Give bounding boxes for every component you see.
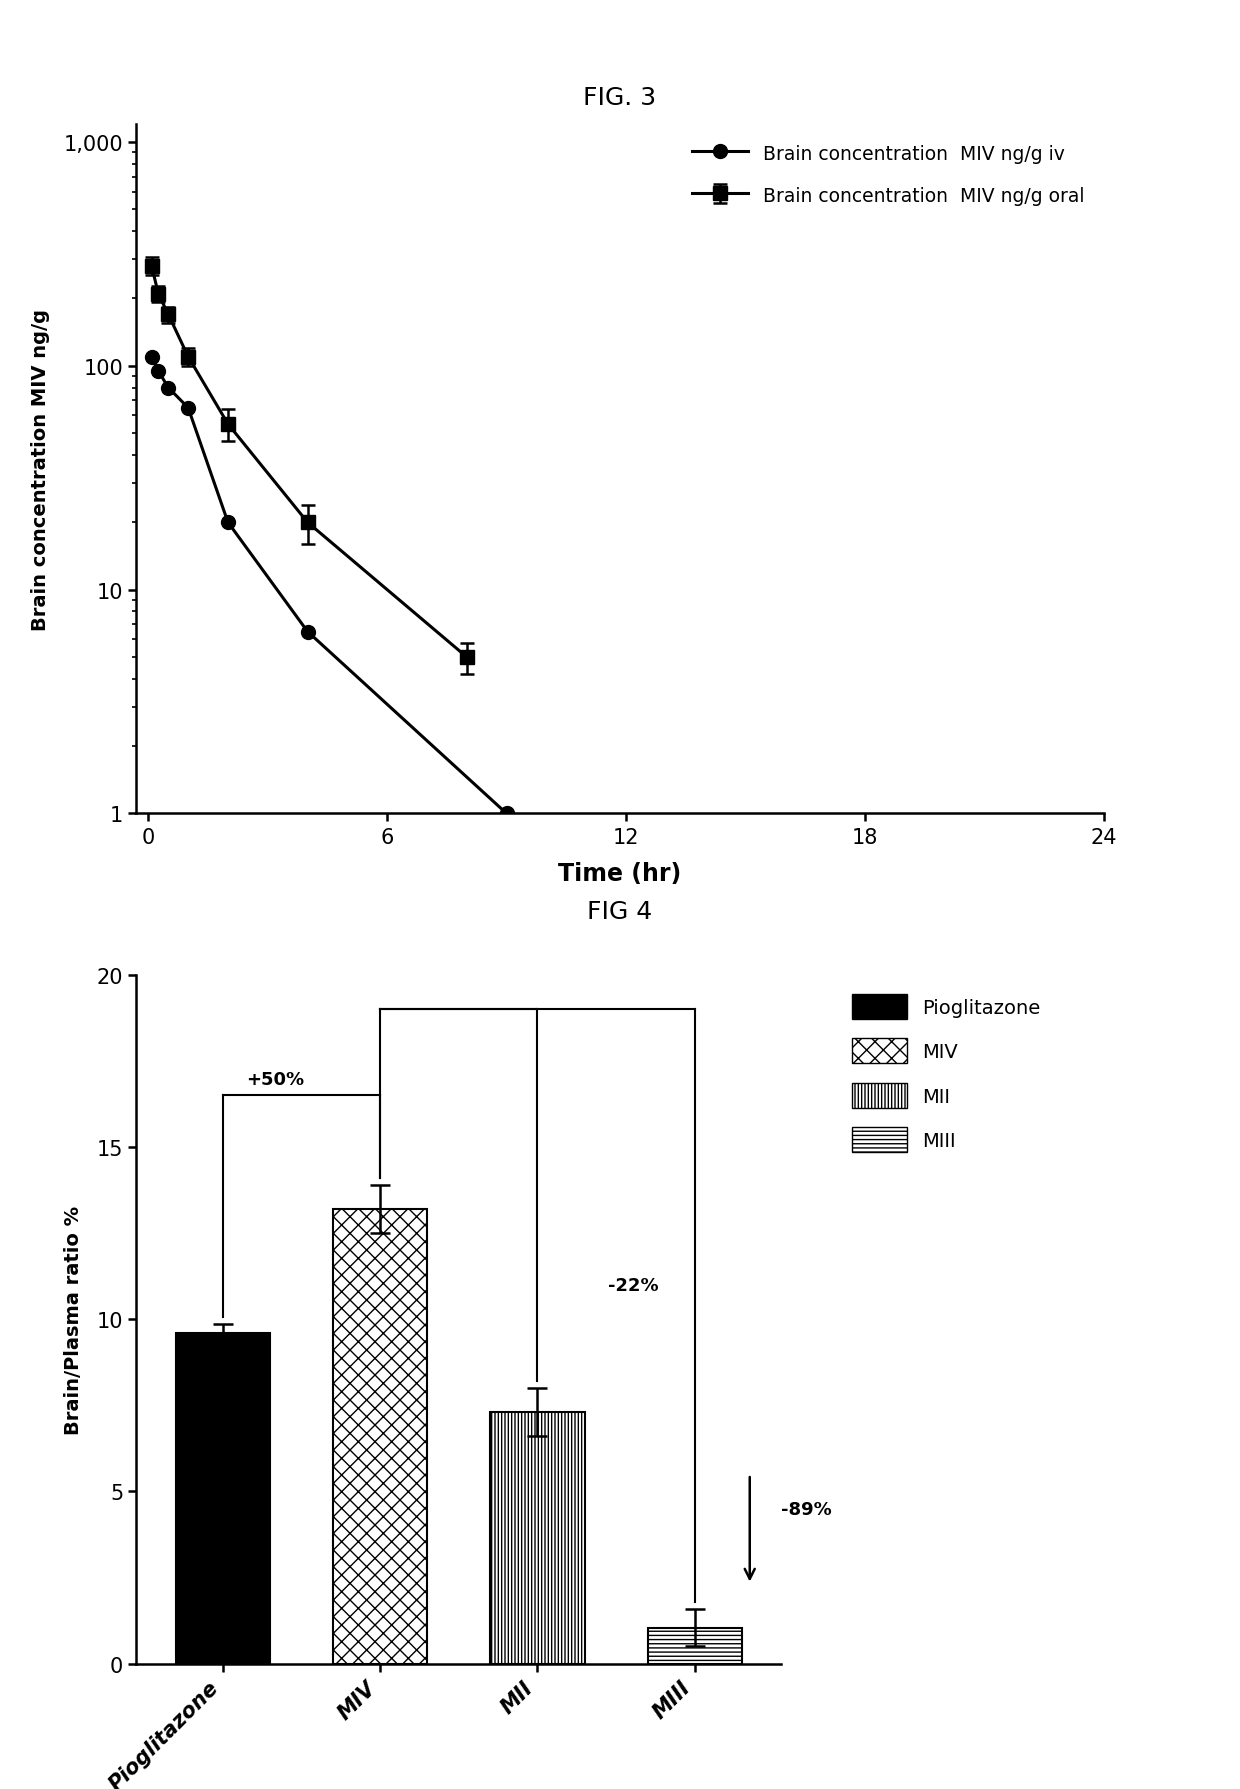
Legend: Pioglitazone, MIV, MII, MIII: Pioglitazone, MIV, MII, MIII [842, 984, 1050, 1163]
Brain concentration  MIV ng/g iv [500, 803, 515, 825]
Y-axis label: Brain/Plasma ratio %: Brain/Plasma ratio % [63, 1204, 83, 1435]
Bar [647, 1628, 742, 1664]
Bar [176, 1333, 270, 1664]
Brain concentration  MIV ng/g iv [144, 347, 159, 369]
Text: FIG 4: FIG 4 [588, 900, 652, 923]
Brain concentration  MIV ng/g iv [151, 361, 166, 383]
Brain concentration  MIV ng/g iv [300, 621, 315, 642]
Text: FIG. 3: FIG. 3 [584, 86, 656, 109]
Brain concentration  MIV ng/g iv [161, 377, 176, 399]
Brain concentration  MIV ng/g iv [181, 397, 196, 419]
Brain concentration  MIV ng/g iv [221, 512, 236, 533]
Bar [490, 1412, 584, 1664]
X-axis label: Time (hr): Time (hr) [558, 861, 682, 886]
Text: -22%: -22% [608, 1276, 658, 1293]
Legend: Brain concentration  MIV ng/g iv, Brain concentration  MIV ng/g oral: Brain concentration MIV ng/g iv, Brain c… [683, 134, 1094, 216]
Text: +50%: +50% [247, 1070, 305, 1090]
Line: Brain concentration  MIV ng/g iv: Brain concentration MIV ng/g iv [145, 351, 513, 821]
Y-axis label: Brain concentration MIV ng/g: Brain concentration MIV ng/g [31, 309, 50, 630]
Bar [334, 1209, 428, 1664]
Text: -89%: -89% [781, 1499, 832, 1517]
